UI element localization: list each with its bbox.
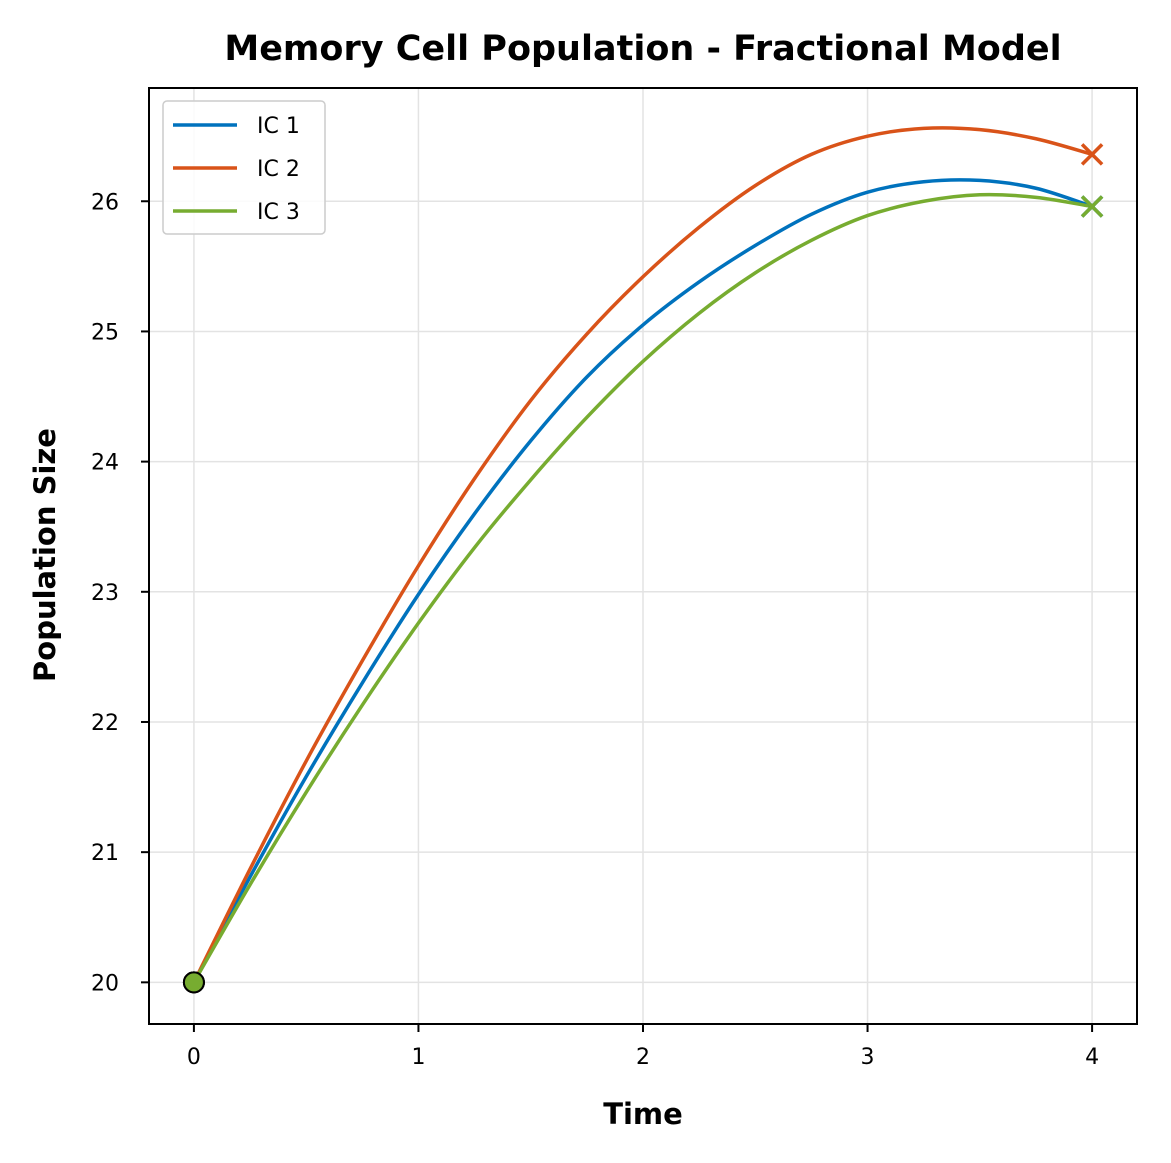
x-tick-label: 2 xyxy=(636,1045,650,1070)
series-markers xyxy=(182,143,1104,994)
end-marker-ic-3 xyxy=(1080,195,1104,218)
x-tick-label: 3 xyxy=(861,1045,875,1070)
x-axis-ticks: 0 1 2 3 4 xyxy=(187,1024,1099,1070)
x-tick-label: 4 xyxy=(1085,1045,1099,1070)
x-tick-label: 0 xyxy=(187,1045,201,1070)
y-axis-ticks: 20 21 22 23 24 25 26 xyxy=(91,190,149,996)
legend: IC 1 IC 2 IC 3 xyxy=(162,100,326,235)
legend-label-ic-2: IC 2 xyxy=(257,157,300,182)
y-tick-label: 23 xyxy=(91,581,119,606)
legend-label-ic-1: IC 1 xyxy=(257,114,300,139)
y-tick-label: 21 xyxy=(91,841,119,866)
end-marker-ic-2 xyxy=(1080,143,1104,166)
y-tick-label: 26 xyxy=(91,190,119,215)
series-line-ic-3 xyxy=(192,192,1093,984)
y-axis-label: Population Size xyxy=(28,428,62,682)
y-tick-label: 22 xyxy=(91,711,119,736)
legend-box xyxy=(162,100,326,235)
start-marker-ic-3 xyxy=(182,971,205,994)
chart-title: Memory Cell Population - Fractional Mode… xyxy=(224,29,1061,69)
y-tick-label: 24 xyxy=(91,451,119,476)
y-tick-label: 20 xyxy=(91,971,119,996)
series-lines xyxy=(192,126,1093,984)
legend-label-ic-3: IC 3 xyxy=(257,200,300,225)
series-line-ic-1 xyxy=(192,178,1093,984)
grid xyxy=(149,88,1137,1024)
x-axis-label: Time xyxy=(603,1097,683,1131)
x-tick-label: 1 xyxy=(411,1045,425,1070)
y-tick-label: 25 xyxy=(91,320,119,345)
series-line-ic-2 xyxy=(192,126,1093,984)
